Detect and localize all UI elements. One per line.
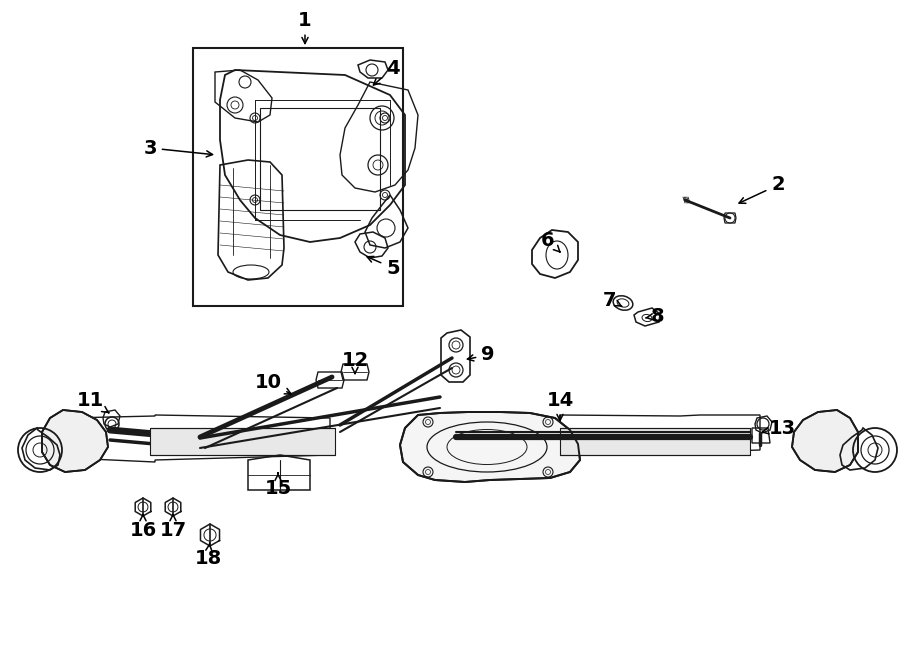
- Text: 8: 8: [645, 307, 665, 325]
- Text: 9: 9: [467, 346, 495, 364]
- Text: 5: 5: [367, 256, 400, 278]
- Text: 7: 7: [603, 290, 622, 309]
- Text: 13: 13: [762, 418, 796, 438]
- Text: 15: 15: [265, 473, 292, 498]
- Polygon shape: [560, 428, 750, 455]
- Text: 1: 1: [298, 11, 311, 44]
- Text: 4: 4: [374, 59, 400, 85]
- Text: 18: 18: [194, 543, 221, 568]
- Text: 10: 10: [255, 373, 291, 394]
- Text: 3: 3: [143, 139, 212, 157]
- Text: 17: 17: [159, 514, 186, 539]
- Text: 14: 14: [546, 391, 573, 420]
- Text: 16: 16: [130, 514, 157, 539]
- Polygon shape: [42, 410, 108, 472]
- Text: 2: 2: [739, 176, 785, 204]
- Bar: [193, 48, 403, 306]
- Polygon shape: [150, 428, 335, 455]
- Text: 6: 6: [541, 231, 560, 252]
- Polygon shape: [400, 412, 580, 482]
- Polygon shape: [792, 410, 858, 472]
- Text: 12: 12: [341, 350, 369, 373]
- Text: 11: 11: [76, 391, 109, 413]
